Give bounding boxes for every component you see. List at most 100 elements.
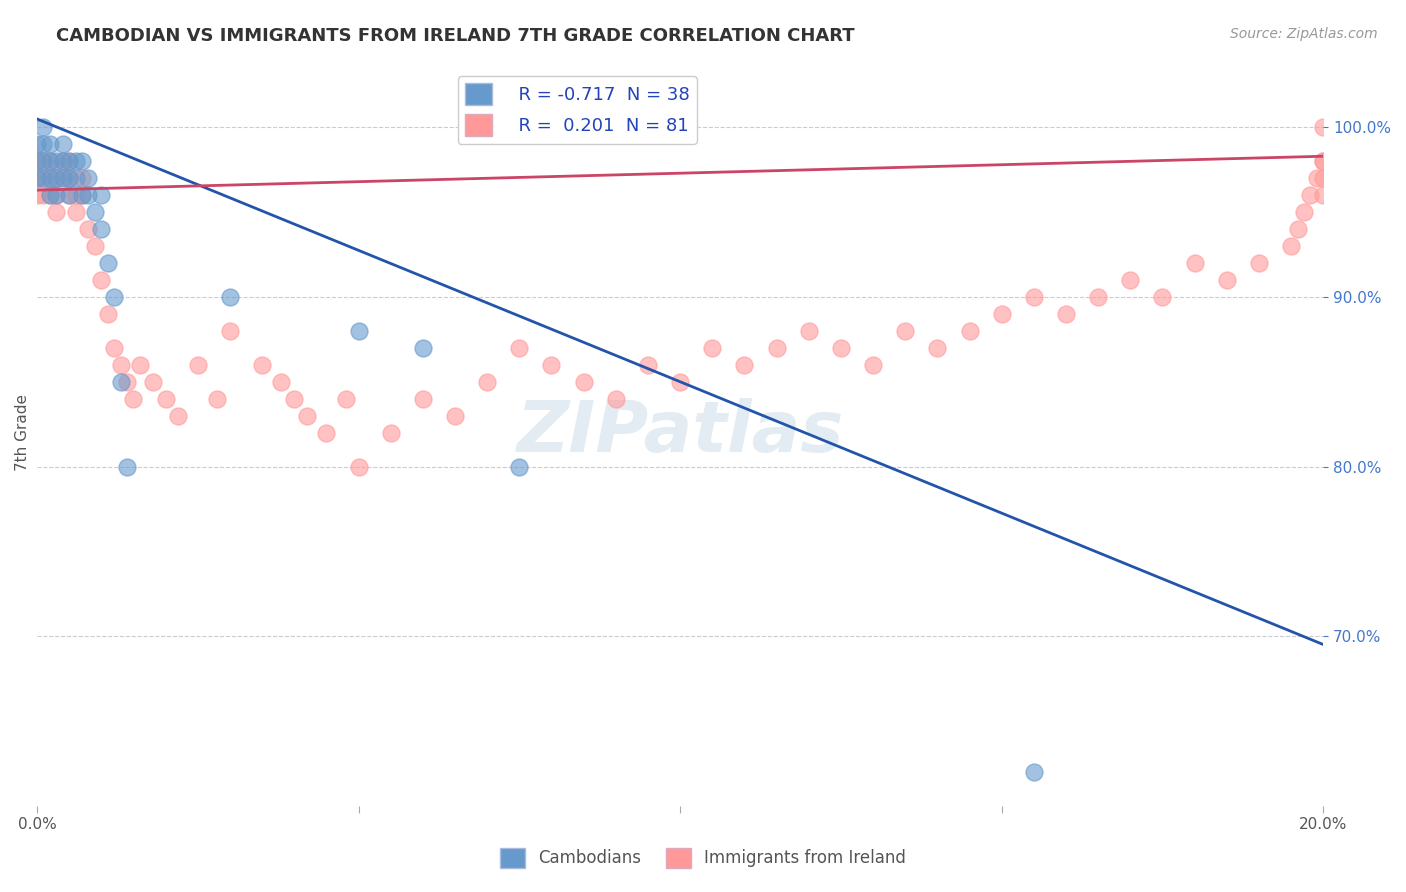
Point (335, 392, 357, 406)
Point (444, 409, 467, 423)
Point (32, 171, 55, 186)
Point (155, 392, 177, 406)
Point (283, 392, 305, 406)
Point (1152, 290, 1174, 304)
Point (219, 290, 242, 304)
Point (315, 425, 337, 440)
Point (70, 188, 93, 202)
Point (115, 459, 138, 474)
Point (412, 341, 434, 355)
Point (115, 375, 138, 389)
Point (32, 154, 55, 169)
Point (32, 137, 55, 152)
Point (70, 171, 93, 186)
Point (38, 188, 60, 202)
Point (38, 171, 60, 186)
Point (103, 290, 125, 304)
Point (187, 358, 209, 372)
Point (110, 358, 132, 372)
Point (270, 375, 292, 389)
Text: Source: ZipAtlas.com: Source: ZipAtlas.com (1230, 27, 1378, 41)
Point (90, 222, 112, 236)
Point (38, 171, 60, 186)
Point (90, 273, 112, 287)
Point (45, 188, 67, 202)
Point (70, 154, 93, 169)
Point (38, 188, 60, 202)
Point (25, 154, 48, 169)
Point (990, 307, 1012, 321)
Point (38, 137, 60, 152)
Point (927, 341, 949, 355)
Point (25, 171, 48, 186)
Point (1119, 273, 1142, 287)
Point (1184, 256, 1206, 270)
Point (65, 188, 87, 202)
Point (110, 375, 132, 389)
Point (122, 392, 145, 406)
Point (669, 375, 692, 389)
Point (32, 188, 55, 202)
Point (142, 375, 165, 389)
Point (1312, 154, 1334, 169)
Y-axis label: 7th Grade: 7th Grade (15, 394, 30, 471)
Point (1279, 239, 1302, 253)
Point (830, 341, 852, 355)
Point (894, 324, 917, 338)
Point (347, 459, 370, 474)
Point (45, 188, 67, 202)
Legend: Cambodians, Immigrants from Ireland: Cambodians, Immigrants from Ireland (494, 841, 912, 875)
Point (1087, 290, 1109, 304)
Point (52, 154, 75, 169)
Text: ZIPatlas: ZIPatlas (516, 398, 844, 467)
Point (508, 459, 530, 474)
Point (1306, 171, 1329, 186)
Point (83, 239, 105, 253)
Point (797, 324, 820, 338)
Point (25, 171, 48, 186)
Point (58, 154, 80, 169)
Point (52, 171, 75, 186)
Point (52, 137, 75, 152)
Point (45, 171, 67, 186)
Point (605, 392, 627, 406)
Point (1312, 188, 1334, 202)
Point (1022, 764, 1045, 779)
Point (65, 171, 87, 186)
Point (25, 154, 48, 169)
Legend:   R = -0.717  N = 38,   R =  0.201  N = 81: R = -0.717 N = 38, R = 0.201 N = 81 (458, 76, 696, 144)
Point (1216, 273, 1239, 287)
Point (733, 358, 755, 372)
Point (572, 375, 595, 389)
Point (1299, 188, 1322, 202)
Point (58, 188, 80, 202)
Point (1292, 205, 1315, 219)
Point (1247, 256, 1270, 270)
Point (45, 171, 67, 186)
Point (45, 205, 67, 219)
Point (77, 171, 100, 186)
Point (862, 358, 884, 372)
Point (1312, 120, 1334, 135)
Point (52, 154, 75, 169)
Point (65, 154, 87, 169)
Point (58, 188, 80, 202)
Point (97, 256, 120, 270)
Point (90, 188, 112, 202)
Point (412, 392, 434, 406)
Point (83, 205, 105, 219)
Point (475, 375, 498, 389)
Point (205, 392, 228, 406)
Point (70, 188, 93, 202)
Point (250, 358, 273, 372)
Point (959, 324, 981, 338)
Point (38, 154, 60, 169)
Point (65, 205, 87, 219)
Point (1022, 290, 1045, 304)
Point (1054, 307, 1077, 321)
Point (1286, 222, 1309, 236)
Point (58, 154, 80, 169)
Point (25, 188, 48, 202)
Point (702, 341, 724, 355)
Point (540, 358, 562, 372)
